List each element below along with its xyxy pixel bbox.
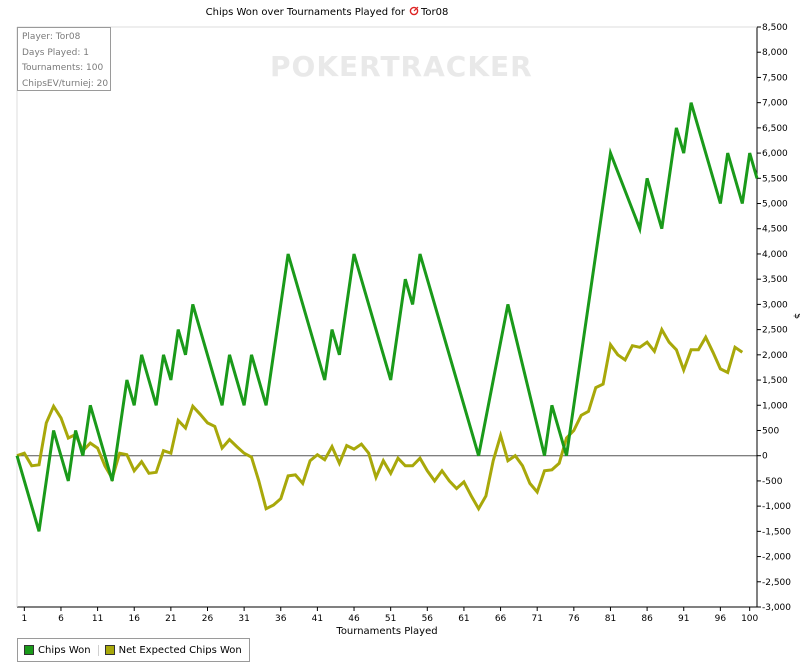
- y-tick-label: 500: [762, 426, 779, 436]
- info-chipsev: ChipsEV/turniej: 20: [22, 78, 109, 89]
- chart-title-player: Tor08: [420, 7, 448, 18]
- grid-and-axes: [16, 26, 758, 608]
- x-tick-label: 76: [568, 614, 580, 624]
- y-tick-label: 7,000: [762, 99, 788, 109]
- series-chips-won: [15, 102, 759, 532]
- legend-label-net-expected: Net Expected Chips Won: [118, 644, 242, 656]
- x-tick-label: 51: [385, 614, 396, 624]
- net-expected-swatch: [104, 645, 115, 655]
- y-axis-ticks: -3,000 -2,500 -2,000 -1,500 -1,000 -500 0 500 1,…: [757, 23, 791, 613]
- x-axis-label: Tournaments Played: [335, 626, 437, 637]
- legend-item-chips-won[interactable]: Chips Won: [18, 645, 98, 656]
- info-player: Player: Tor08: [22, 32, 81, 42]
- x-tick-label: 91: [678, 614, 689, 624]
- x-tick-label: 46: [348, 614, 360, 624]
- x-tick-label: 81: [605, 614, 616, 624]
- y-tick-label: 2,000: [762, 351, 788, 361]
- watermark: POKERTRACKER: [270, 50, 533, 83]
- chart-title: Chips Won over Tournaments Played for: [206, 7, 406, 18]
- x-tick-label: 11: [92, 614, 103, 624]
- x-tick-label: 1: [21, 614, 27, 624]
- x-tick-label: 41: [312, 614, 323, 624]
- x-tick-label: 86: [641, 614, 653, 624]
- y-tick-label: 4,000: [762, 250, 788, 260]
- y-tick-label: -1,500: [762, 527, 791, 537]
- y-tick-label: 6,000: [762, 149, 788, 159]
- y-tick-label: 1,000: [762, 401, 788, 411]
- info-days-played: Days Played: 1: [22, 47, 89, 58]
- x-tick-label: 21: [165, 614, 176, 624]
- x-tick-label: 100: [741, 614, 758, 624]
- y-tick-label: 7,500: [762, 73, 788, 83]
- x-tick-label: 56: [422, 614, 434, 624]
- x-tick-label: 26: [202, 614, 214, 624]
- x-tick-label: 61: [458, 614, 469, 624]
- x-tick-label: 66: [495, 614, 507, 624]
- series-net-expected-chips-won: [16, 325, 744, 512]
- y-tick-label: -500: [762, 477, 783, 487]
- y-tick-label: 0: [762, 452, 768, 462]
- legend-item-net-expected[interactable]: Net Expected Chips Won: [97, 644, 249, 656]
- y-tick-label: 5,500: [762, 174, 788, 184]
- y-tick-label: 1,500: [762, 376, 788, 386]
- chips-won-swatch: [24, 645, 34, 655]
- player-icon: [409, 6, 419, 16]
- y-tick-label: 6,500: [762, 124, 788, 134]
- x-tick-label: 16: [129, 614, 141, 624]
- y-tick-label: -1,000: [762, 502, 791, 512]
- x-tick-label: 71: [531, 614, 542, 624]
- y-tick-label: 3,500: [762, 275, 788, 285]
- series-layer: [15, 102, 759, 532]
- x-tick-label: 6: [58, 614, 64, 624]
- y-tick-label: 2,500: [762, 326, 788, 336]
- y-tick-label: -2,000: [762, 553, 791, 563]
- y-axis-label: $: [792, 313, 800, 319]
- y-tick-label: 3,000: [762, 300, 788, 310]
- x-tick-label: 96: [715, 614, 727, 624]
- x-tick-label: 36: [275, 614, 287, 624]
- y-tick-label: 8,500: [762, 23, 788, 33]
- info-tournaments: Tournaments: 100: [22, 63, 104, 73]
- y-tick-label: 4,500: [762, 225, 788, 235]
- x-tick-label: 31: [238, 614, 249, 624]
- player-info-box: Player: Tor08 Days Played: 1 Tournaments…: [17, 27, 111, 91]
- x-axis-ticks: 1 6 11 16 21 26 31 36 41 46 51 56 61 66 71 76 81 86 91 96 10…: [21, 607, 759, 624]
- y-tick-label: 5,000: [762, 200, 788, 210]
- y-tick-label: -2,500: [762, 578, 791, 588]
- legend-label-chips-won: Chips Won: [38, 644, 91, 656]
- legend: Chips Won Net Expected Chips Won: [17, 638, 250, 662]
- y-tick-label: -3,000: [762, 603, 791, 613]
- y-tick-label: 8,000: [762, 48, 788, 58]
